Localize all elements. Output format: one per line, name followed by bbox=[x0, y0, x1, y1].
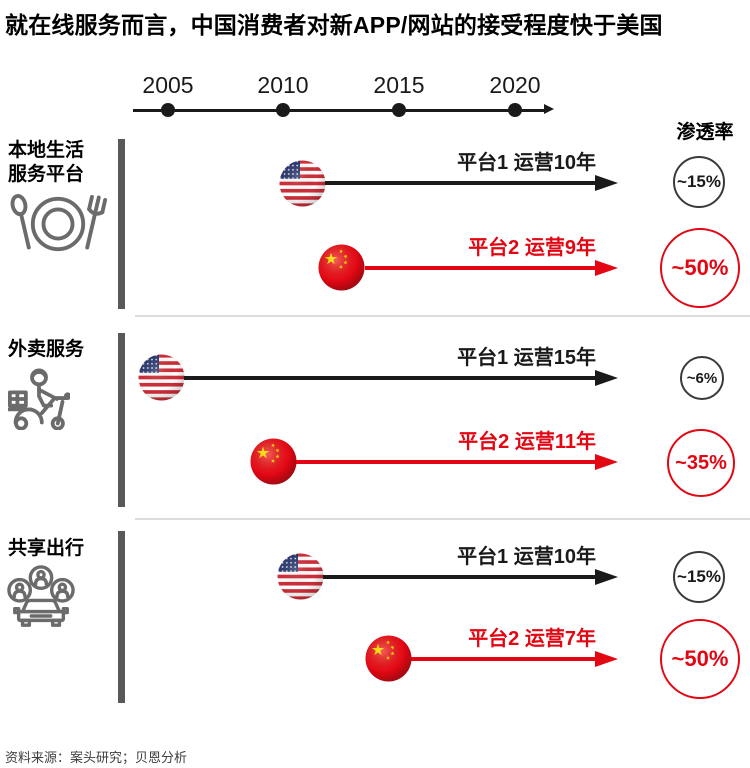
china-flag-icon bbox=[250, 438, 297, 485]
china-arrowhead-icon bbox=[595, 260, 618, 276]
china-timeline-arrow bbox=[365, 266, 597, 270]
us-arrowhead-icon bbox=[595, 569, 618, 585]
platform-label: 平台2 运营9年 bbox=[468, 237, 596, 259]
section-divider bbox=[135, 518, 750, 520]
section-bar bbox=[118, 139, 125, 309]
us-timeline-arrow bbox=[184, 376, 597, 380]
axis-dot-2005 bbox=[161, 103, 175, 117]
china-arrowhead-icon bbox=[595, 454, 618, 470]
us-timeline-arrow bbox=[325, 181, 597, 185]
section-divider bbox=[135, 315, 750, 317]
us-arrowhead-icon bbox=[595, 370, 618, 386]
us-flag-icon bbox=[277, 553, 324, 600]
platform-label: 平台1 运营10年 bbox=[457, 546, 596, 568]
us-flag-icon bbox=[279, 160, 326, 207]
penetration-badge: ~50% bbox=[660, 619, 740, 699]
china-timeline-arrow bbox=[411, 657, 597, 661]
penetration-badge: ~50% bbox=[660, 228, 740, 308]
platform-label: 平台2 运营11年 bbox=[458, 431, 596, 453]
us-timeline-arrow bbox=[323, 575, 597, 579]
section-label-ride-sharing: 共享出行 bbox=[8, 538, 85, 559]
us-arrowhead-icon bbox=[595, 175, 618, 191]
china-flag-icon bbox=[365, 635, 412, 682]
axis-tick-label: 2015 bbox=[373, 72, 425, 98]
penetration-badge: ~15% bbox=[673, 551, 725, 603]
ride-sharing-icon bbox=[7, 565, 75, 627]
page-title: 就在线服务而言，中国消费者对新APP/网站的接受程度快于美国 bbox=[5, 12, 663, 38]
axis-dot-2010 bbox=[276, 103, 290, 117]
axis-tick-label: 2010 bbox=[257, 72, 309, 98]
axis-dot-2020 bbox=[508, 103, 522, 117]
axis-tick-label: 2020 bbox=[489, 72, 541, 98]
china-arrowhead-icon bbox=[595, 651, 618, 667]
penetration-badge: ~15% bbox=[673, 156, 725, 208]
penetration-column-header: 渗透率 bbox=[676, 122, 734, 143]
section-label-local-life: 本地生活 服务平台 bbox=[8, 140, 85, 185]
platform-label: 平台2 运营7年 bbox=[468, 628, 596, 650]
penetration-badge: ~35% bbox=[667, 429, 735, 497]
delivery-scooter-icon bbox=[8, 368, 70, 430]
section-bar bbox=[118, 333, 125, 507]
platform-label: 平台1 运营10年 bbox=[457, 152, 596, 174]
china-timeline-arrow bbox=[296, 460, 597, 464]
penetration-badge: ~6% bbox=[680, 356, 724, 400]
axis-dot-2015 bbox=[392, 103, 406, 117]
timeline-axis bbox=[133, 109, 545, 112]
dining-icon bbox=[10, 194, 108, 252]
section-bar bbox=[118, 531, 125, 703]
platform-label: 平台1 运营15年 bbox=[457, 347, 596, 369]
timeline-axis-arrow-icon bbox=[544, 104, 554, 114]
us-flag-icon bbox=[138, 354, 185, 401]
axis-tick-label: 2005 bbox=[142, 72, 194, 98]
section-label-food-delivery: 外卖服务 bbox=[8, 339, 85, 360]
china-flag-icon bbox=[318, 244, 365, 291]
source-note: 资料来源：案头研究；贝恩分析 bbox=[5, 750, 188, 765]
